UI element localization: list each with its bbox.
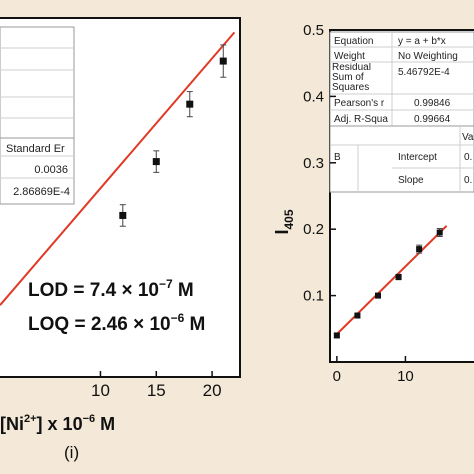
left-x-tick-label: 20 <box>203 381 222 400</box>
tbl-intercept-value: 0. <box>464 152 472 163</box>
tbl-label-pearson: Pearson's r <box>334 98 385 109</box>
left-x-axis-label: [Ni2+] x 10−6 M <box>0 413 115 434</box>
left-chart-marks: 10 15 20 <box>0 31 236 400</box>
right-y-tick-label: 0.1 <box>303 288 324 305</box>
left-data-point <box>119 211 127 219</box>
tbl-slope-label: Slope <box>398 175 424 186</box>
left-plot-frame <box>0 17 241 378</box>
left-table-row1: 0.0036 <box>34 164 68 176</box>
left-data-point <box>186 100 194 108</box>
tbl-b-label: B <box>334 152 341 163</box>
right-data-point <box>354 312 361 319</box>
tbl-col-head: Va <box>462 132 474 143</box>
right-x-tick-label: 0 <box>333 368 341 385</box>
left-panel: Standard Er 0.0036 2.86869E-4 LOD = 7.4 … <box>0 17 241 462</box>
right-y-tick-label: 0.2 <box>303 221 324 238</box>
right-x-tick-label: 10 <box>397 368 414 385</box>
tbl-label-weight: Weight <box>334 51 365 62</box>
left-stats-table: Standard Er 0.0036 2.86869E-4 <box>0 26 75 205</box>
tbl-intercept-label: Intercept <box>398 152 437 163</box>
tbl-value-pearson: 0.99846 <box>414 98 451 109</box>
left-data-point <box>152 158 160 166</box>
right-plot-frame <box>329 29 474 363</box>
left-table-row2: 2.86869E-4 <box>13 186 70 198</box>
left-data-point <box>219 57 227 65</box>
right-data-point <box>375 292 381 299</box>
tbl-value-weight: No Weighting <box>398 51 458 62</box>
right-y-tick-label: 0.5 <box>303 22 324 39</box>
tbl-value-adjr: 0.99664 <box>414 114 451 125</box>
tbl-label-equation: Equation <box>334 36 373 47</box>
right-table-frame <box>329 31 474 193</box>
left-fit-line <box>0 31 236 306</box>
right-y-tick-label: 0.3 <box>303 155 324 172</box>
right-y-tick-label: 0.4 <box>303 88 324 105</box>
tbl-label-residual-wrap: Residual Sum of Squares <box>332 63 371 93</box>
right-stats-table: Equation y = a + b*x Weight No Weighting… <box>329 31 474 193</box>
left-table-lower <box>0 137 75 205</box>
right-data-point <box>436 229 443 236</box>
left-x-tick-label: 10 <box>91 381 110 400</box>
tbl-label-adjr: Adj. R-Squa <box>334 114 388 125</box>
left-x-tick-label: 15 <box>147 381 166 400</box>
figure-caption: (i) <box>64 443 79 462</box>
tbl-value-equation: y = a + b*x <box>398 36 446 47</box>
right-y-axis-label: I405 <box>272 209 296 234</box>
tbl-label-residual: Residual Sum of Squares <box>332 63 371 93</box>
right-data-point <box>333 332 340 339</box>
tbl-value-residual: 5.46792E-4 <box>398 67 450 78</box>
right-data-point <box>416 246 423 253</box>
right-data-point <box>395 274 402 281</box>
right-panel: I405 Equation y = a + b*x Weight No Weig… <box>272 22 474 385</box>
loq-annotation: LOQ = 2.46 × 10−6 M <box>28 311 205 335</box>
left-table-upper <box>0 26 75 139</box>
left-table-header: Standard Er <box>6 143 65 155</box>
tbl-slope-value: 0. <box>464 175 472 186</box>
right-chart-marks: 0 10 0.1 0.2 0.3 0.4 0.5 <box>303 22 448 385</box>
lod-annotation: LOD = 7.4 × 10−7 M <box>28 277 194 301</box>
